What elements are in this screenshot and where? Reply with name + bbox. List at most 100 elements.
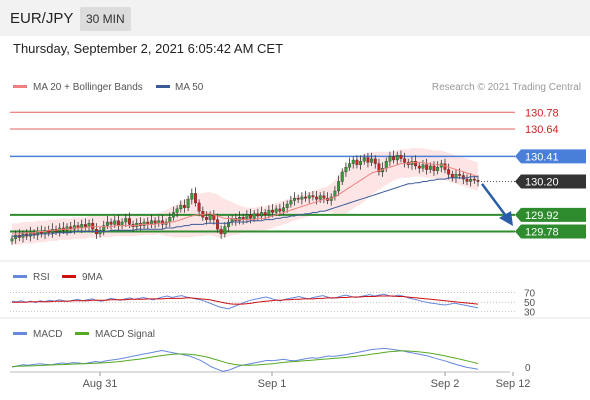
support-label-box bbox=[515, 207, 586, 222]
candle-body bbox=[472, 178, 476, 181]
candle-body bbox=[252, 213, 256, 219]
candle-body bbox=[322, 195, 326, 199]
candle-body bbox=[194, 193, 197, 204]
candle-body bbox=[10, 238, 14, 242]
candle-body bbox=[197, 202, 201, 212]
candle-body bbox=[260, 212, 263, 217]
macd-signal-legend-label: MACD Signal bbox=[95, 329, 155, 340]
candle-body bbox=[318, 195, 322, 200]
candle-body bbox=[425, 164, 429, 170]
candle-body bbox=[370, 158, 374, 163]
candle-body bbox=[289, 200, 293, 205]
ma20-legend-swatch bbox=[13, 85, 27, 88]
x-tick-label: Sep 12 bbox=[496, 378, 531, 390]
candle-body bbox=[373, 158, 377, 164]
macd-panel: 0 bbox=[11, 347, 531, 374]
support-label: 129.92 bbox=[525, 210, 559, 222]
candle-body bbox=[293, 198, 296, 201]
candle-body bbox=[153, 220, 157, 224]
candle-body bbox=[355, 159, 359, 165]
candle-body bbox=[238, 217, 241, 221]
candle-body bbox=[450, 174, 454, 179]
rsi-ma-legend-label: 9MA bbox=[82, 272, 103, 283]
candle-body bbox=[458, 174, 462, 176]
candle-body bbox=[428, 165, 432, 170]
candle-body bbox=[362, 157, 366, 162]
ma50-line bbox=[12, 176, 478, 237]
candle-body bbox=[227, 221, 230, 227]
candle-body bbox=[171, 212, 175, 218]
x-axis: Aug 31 Sep 1 Sep 2 Sep 12 bbox=[83, 372, 531, 390]
macd-legend-label: MACD bbox=[33, 329, 62, 340]
candle-body bbox=[263, 212, 267, 215]
candle-body bbox=[223, 226, 227, 235]
candle-body bbox=[216, 219, 219, 230]
macd-line bbox=[11, 347, 479, 372]
candle-body bbox=[344, 167, 348, 173]
pivot-label: 130.41 bbox=[525, 151, 559, 163]
candle-body bbox=[105, 221, 109, 226]
candle-body bbox=[98, 230, 102, 235]
candle-body bbox=[87, 223, 91, 227]
rsi-line bbox=[11, 293, 479, 310]
candle-body bbox=[392, 156, 396, 161]
candle-body bbox=[417, 165, 421, 169]
rsi-ma-line bbox=[12, 295, 479, 305]
forecast-arrow-head bbox=[499, 211, 513, 226]
candle-body bbox=[421, 164, 425, 169]
candle-body bbox=[436, 167, 440, 171]
candle-body bbox=[432, 165, 436, 171]
candle-body bbox=[311, 195, 315, 198]
candle-body bbox=[183, 205, 186, 208]
candle-body bbox=[142, 221, 146, 226]
candle-body bbox=[377, 163, 381, 173]
candle-body bbox=[91, 223, 95, 230]
candle-body bbox=[179, 205, 183, 210]
candle-body bbox=[245, 214, 249, 220]
timestamp: Thursday, September 2, 2021 6:05:42 AM C… bbox=[13, 41, 284, 56]
ma50-legend-label: MA 50 bbox=[175, 82, 204, 93]
macd-signal-legend-swatch bbox=[75, 332, 89, 335]
candle-body bbox=[175, 208, 179, 213]
ma20-legend-label: MA 20 + Bollinger Bands bbox=[33, 82, 143, 93]
candle-body bbox=[278, 208, 282, 212]
candle-body bbox=[65, 226, 69, 231]
resistance-label: 130.78 bbox=[525, 107, 559, 119]
candle-body bbox=[469, 178, 473, 182]
candle-body bbox=[50, 229, 54, 233]
candle-body bbox=[127, 218, 131, 225]
candle-body bbox=[300, 196, 304, 200]
candle-body bbox=[395, 155, 399, 161]
candle-body bbox=[28, 232, 32, 237]
rsi-legend-swatch bbox=[13, 275, 27, 278]
last-label-box bbox=[515, 174, 586, 189]
candle-body bbox=[476, 180, 480, 182]
candle-body bbox=[399, 155, 403, 159]
candle-body bbox=[307, 195, 311, 199]
candle-body bbox=[282, 207, 285, 212]
ma20-line bbox=[12, 161, 479, 235]
candle-body bbox=[83, 224, 87, 227]
candle-body bbox=[124, 218, 128, 223]
candle-body bbox=[403, 158, 407, 163]
candle-body bbox=[384, 161, 388, 169]
currency-pair: EUR/JPY bbox=[10, 10, 74, 27]
x-tick-label: Sep 1 bbox=[258, 378, 287, 390]
candle-body bbox=[14, 234, 18, 239]
candle-body bbox=[249, 214, 252, 219]
rsi-tick-label: 50 bbox=[524, 298, 536, 309]
candle-body bbox=[80, 224, 84, 229]
support-label-box bbox=[515, 224, 586, 239]
candle-body bbox=[109, 221, 113, 225]
candle-body bbox=[160, 220, 164, 225]
x-tick-label: Sep 2 bbox=[431, 378, 460, 390]
timeframe-badge[interactable]: 30 MIN bbox=[80, 7, 131, 31]
pivot-label-box bbox=[515, 149, 586, 164]
candle-body bbox=[366, 157, 370, 163]
resistance-label: 130.64 bbox=[525, 124, 559, 136]
candle-body bbox=[186, 199, 190, 208]
candle-body bbox=[190, 193, 194, 200]
macd-legend-swatch bbox=[13, 332, 27, 335]
candle-body bbox=[388, 156, 392, 162]
